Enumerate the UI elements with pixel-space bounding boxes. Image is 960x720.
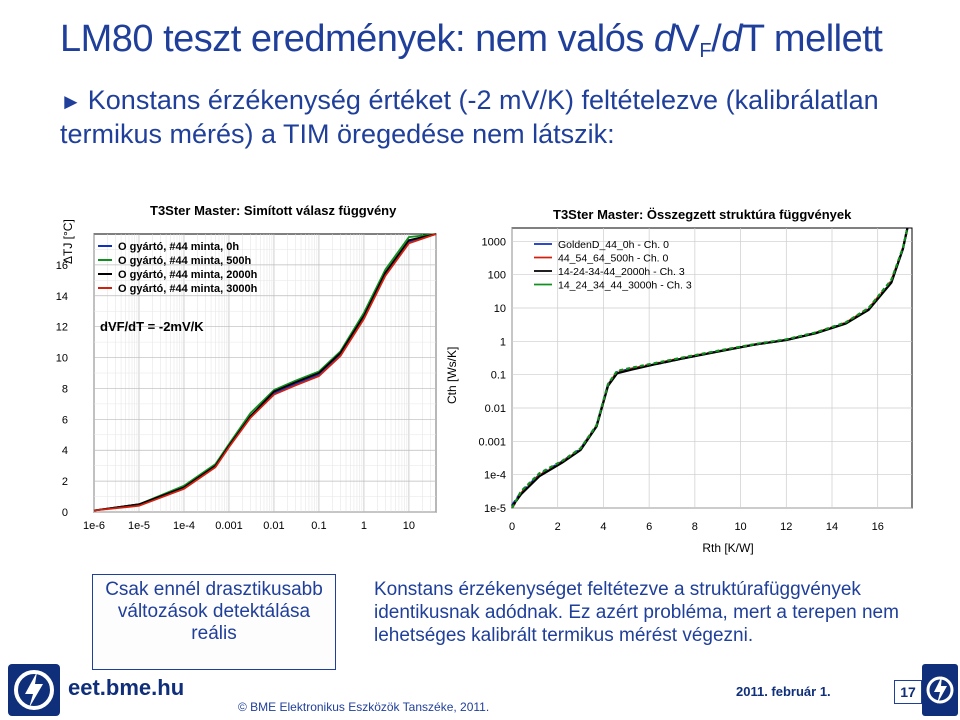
x-tick-label: 12 [780, 521, 792, 533]
series-line-3 [511, 227, 909, 509]
lightning-logo-icon [8, 664, 60, 716]
x-tick-label: 1e-6 [83, 520, 105, 532]
x-tick-label: 0 [509, 521, 515, 533]
slide-title: LM80 teszt eredmények: nem valós dVF/dT … [60, 18, 883, 63]
x-axis-label: Rth [K/W] [702, 541, 753, 555]
x-tick-label: 4 [600, 521, 606, 533]
y-axis-label: Cth [Ws/K] [446, 347, 459, 404]
legend-label-3: O gyártó, #44 minta, 3000h [118, 283, 258, 295]
title-d2: d [721, 18, 742, 60]
title-prefix: LM80 teszt eredmények: nem valós [60, 18, 654, 60]
bullet-text: Konstans érzékenység értéket (-2 mV/K) f… [60, 85, 879, 149]
y-tick-label: 10 [56, 353, 68, 365]
y-tick-label: 0.001 [478, 436, 506, 448]
lightning-logo-small-icon [922, 664, 958, 716]
conclusion-text: Konstans érzékenységet feltétezve a stru… [374, 579, 899, 646]
y-tick-label: 4 [62, 445, 68, 457]
x-tick-label: 0.001 [215, 520, 243, 532]
legend-label-0: O gyártó, #44 minta, 0h [118, 241, 239, 253]
x-tick-label: 8 [692, 521, 698, 533]
y-tick-label: 6 [62, 414, 68, 426]
y-tick-label: 1e-5 [484, 503, 506, 515]
x-tick-label: 1e-4 [173, 520, 195, 532]
bullet-arrow-icon: ► [60, 89, 82, 114]
legend-label-1: 44_54_64_500h - Ch. 0 [558, 253, 669, 265]
y-tick-label: 14 [56, 291, 68, 303]
chart-title: T3Ster Master: Simított válasz függvény [150, 203, 397, 218]
title-v: V [674, 18, 700, 60]
x-tick-label: 0.01 [263, 520, 284, 532]
annotation: dVF/dT = -2mV/K [100, 319, 204, 334]
y-tick-label: 1e-4 [484, 470, 506, 482]
title-slash: / [711, 18, 722, 60]
y-tick-label: 100 [488, 270, 506, 282]
y-tick-label: 0 [62, 507, 68, 519]
page-number: 17 [894, 680, 922, 704]
x-tick-label: 2 [555, 521, 561, 533]
series-line-2 [511, 227, 909, 508]
footer-date: 2011. február 1. [736, 684, 831, 699]
x-tick-label: 1e-5 [128, 520, 150, 532]
x-tick-label: 16 [872, 521, 884, 533]
chart-smoothed-response: 1e-6 1e-5 1e-4 0.001 0.01 0.1 1 10 0 2 4 6 8 10 12 14 16… [56, 194, 446, 540]
title-suffix: T mellett [741, 18, 883, 60]
note-box: Csak ennél drasztikusabb változások dete… [92, 574, 336, 670]
x-tick-label: 6 [646, 521, 652, 533]
title-d: d [653, 18, 675, 60]
legend-label-3: 14_24_34_44_3000h - Ch. 3 [558, 280, 692, 292]
chart-title: T3Ster Master: Összegzett struktúra függ… [553, 207, 852, 222]
y-tick-label: 8 [62, 383, 68, 395]
footer-copyright: © BME Elektronikus Eszközök Tanszéke, 20… [238, 700, 490, 714]
chart-structure-functions: 0 2 4 6 8 10 12 14 16 1e-5 1e-4 0.001 0.01 0.1 1 10 100 1… [446, 194, 952, 560]
y-tick-label: 0.1 [491, 370, 506, 382]
legend-label-0: GoldenD_44_0h - Ch. 0 [558, 239, 669, 251]
y-tick-label: 0.01 [485, 403, 506, 415]
x-tick-label: 14 [826, 521, 838, 533]
y-tick-label: 2 [62, 476, 68, 488]
legend-label-2: 14-24-34-44_2000h - Ch. 3 [558, 266, 685, 278]
y-tick-label: 1 [500, 336, 506, 348]
series-line-2 [93, 233, 437, 512]
series-line-3 [93, 233, 437, 512]
x-tick-label: 10 [403, 520, 415, 532]
y-tick-label: 10 [494, 303, 506, 315]
legend-label-2: O gyártó, #44 minta, 2000h [118, 269, 258, 281]
bullet-point: ► Konstans érzékenység értéket (-2 mV/K) … [60, 84, 940, 150]
y-tick-label: 12 [56, 322, 68, 334]
x-tick-label: 10 [734, 521, 746, 533]
legend-label-1: O gyártó, #44 minta, 500h [118, 255, 252, 267]
footer-site[interactable]: eet.bme.hu [68, 675, 185, 700]
x-tick-label: 0.1 [311, 520, 326, 532]
y-tick-label: 1000 [482, 236, 506, 248]
title-sub: F [699, 40, 712, 62]
y-tick-label: 16 [56, 260, 68, 272]
x-tick-label: 1 [361, 520, 367, 532]
y-axis-label: ΔTJ [°C] [61, 219, 75, 264]
series-line-1 [93, 233, 437, 512]
